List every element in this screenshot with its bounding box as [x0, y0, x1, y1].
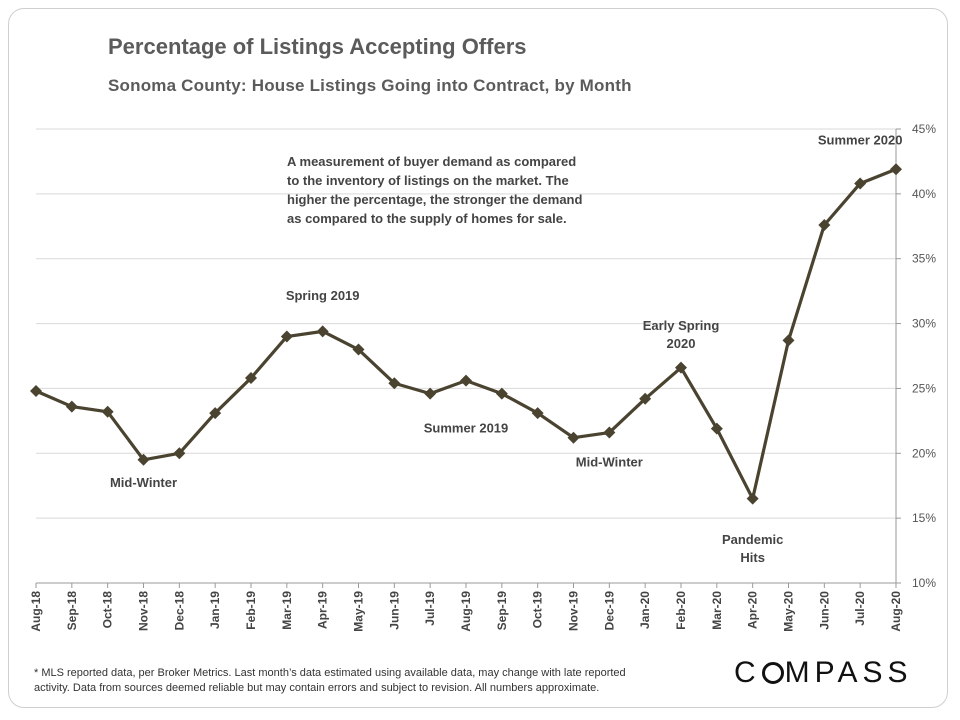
- data-point: [209, 407, 222, 420]
- data-point: [316, 325, 329, 338]
- y-tick-label: 30%: [912, 317, 936, 331]
- data-point: [746, 492, 759, 505]
- annotation-label: Mid-Winter: [576, 454, 643, 469]
- note-line: higher the percentage, the stronger the …: [287, 192, 582, 207]
- x-tick-label: Apr-19: [316, 591, 330, 629]
- x-tick-label: Aug-18: [29, 591, 43, 632]
- x-tick-label: May-19: [352, 591, 366, 632]
- data-point: [639, 392, 652, 405]
- data-point: [65, 400, 78, 413]
- x-tick-label: Feb-20: [674, 591, 688, 630]
- data-point: [890, 163, 902, 176]
- data-point: [424, 387, 437, 400]
- data-point: [603, 426, 616, 439]
- y-tick-label: 20%: [912, 446, 936, 460]
- note-line: A measurement of buyer demand as compare…: [287, 154, 576, 169]
- x-tick-label: Feb-19: [244, 591, 258, 630]
- x-tick-label: Sep-19: [495, 591, 509, 631]
- data-point: [854, 177, 867, 190]
- annotation-label: Early Spring 2020: [643, 318, 720, 351]
- note-line: to the inventory of listings on the mark…: [287, 173, 569, 188]
- data-point: [782, 334, 795, 347]
- data-point: [495, 387, 508, 400]
- x-tick-label: Aug-19: [459, 591, 473, 632]
- y-tick-label: 10%: [912, 576, 936, 590]
- data-point: [280, 330, 293, 343]
- annotation-label: Pandemic Hits: [722, 532, 783, 565]
- x-tick-label: Oct-19: [531, 591, 545, 629]
- data-point: [710, 422, 723, 435]
- slide-frame: [8, 8, 948, 708]
- data-point: [531, 407, 544, 420]
- y-tick-label: 15%: [912, 511, 936, 525]
- annotation-label: Mid-Winter: [110, 475, 177, 490]
- annotation-label: Summer 2020: [818, 133, 903, 148]
- annotation-label: Summer 2019: [424, 421, 509, 436]
- x-tick-label: Jun-19: [387, 591, 401, 630]
- footnote-line-1: * MLS reported data, per Broker Metrics.…: [34, 667, 626, 679]
- compass-logo: C MPASS: [734, 656, 913, 689]
- data-point: [388, 377, 401, 390]
- x-tick-label: Aug-20: [889, 591, 903, 632]
- y-tick-label: 35%: [912, 252, 936, 266]
- x-tick-label: May-20: [782, 591, 796, 632]
- x-tick-label: Jan-19: [208, 591, 222, 629]
- x-tick-label: Mar-20: [710, 591, 724, 630]
- x-tick-label: Nov-19: [567, 591, 581, 631]
- x-tick-label: Jul-20: [853, 591, 867, 626]
- data-point: [352, 343, 365, 356]
- data-point: [173, 447, 186, 460]
- footnote-line-2: activity. Data from sources deemed relia…: [34, 682, 600, 694]
- x-tick-label: Dec-19: [602, 591, 616, 631]
- data-point: [675, 361, 687, 374]
- annotation-label: Spring 2019: [286, 288, 360, 303]
- x-tick-label: Dec-18: [172, 591, 186, 631]
- x-tick-label: Nov-18: [137, 591, 151, 631]
- y-tick-label: 40%: [912, 187, 936, 201]
- chart-subtitle: Sonoma County: House Listings Going into…: [108, 76, 632, 95]
- footnote: * MLS reported data, per Broker Metrics.…: [34, 666, 734, 696]
- data-point: [30, 385, 42, 398]
- x-tick-label: Mar-19: [280, 591, 294, 630]
- data-point: [818, 218, 831, 231]
- x-tick-label: Jul-19: [423, 591, 437, 626]
- x-tick-label: Jan-20: [638, 591, 652, 629]
- note-line: as compared to the supply of homes for s…: [287, 211, 567, 226]
- x-tick-label: Oct-18: [101, 591, 115, 629]
- data-point: [245, 372, 257, 385]
- chart-title: Percentage of Listings Accepting Offers: [108, 34, 527, 59]
- data-point: [460, 374, 472, 387]
- x-tick-label: Apr-20: [746, 591, 760, 629]
- data-point: [101, 405, 114, 418]
- data-point: [567, 431, 580, 444]
- x-tick-label: Jun-20: [817, 591, 831, 630]
- x-tick-label: Sep-18: [65, 591, 79, 631]
- data-point: [137, 453, 150, 466]
- y-tick-label: 45%: [912, 122, 936, 136]
- y-tick-label: 25%: [912, 381, 936, 395]
